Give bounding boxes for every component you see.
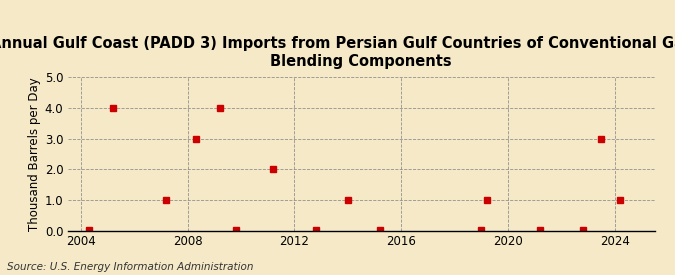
Title: Annual Gulf Coast (PADD 3) Imports from Persian Gulf Countries of Conventional G: Annual Gulf Coast (PADD 3) Imports from … (0, 37, 675, 69)
Text: Source: U.S. Energy Information Administration: Source: U.S. Energy Information Administ… (7, 262, 253, 272)
Y-axis label: Thousand Barrels per Day: Thousand Barrels per Day (28, 77, 40, 231)
